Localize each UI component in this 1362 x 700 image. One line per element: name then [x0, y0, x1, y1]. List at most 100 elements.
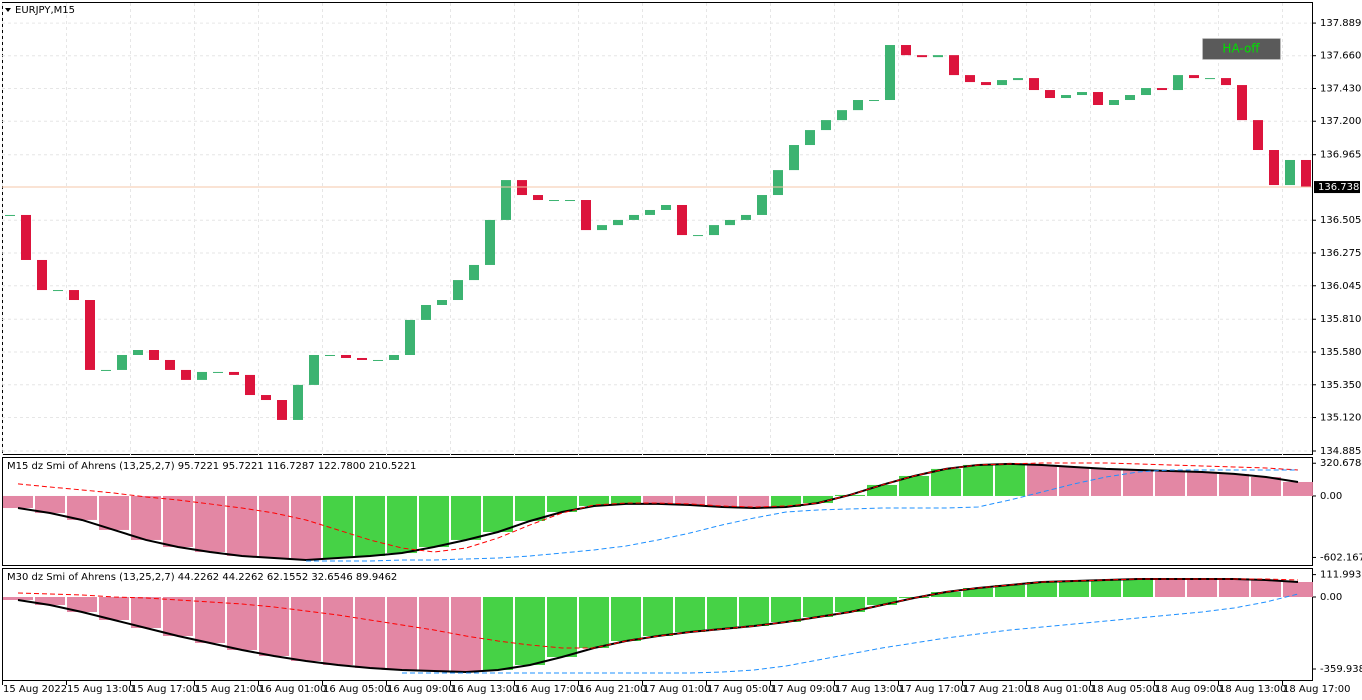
x-tick-label: 18 Aug 09:00: [1155, 684, 1222, 695]
y-tick-label: 137.430: [1320, 83, 1361, 94]
candle: [757, 195, 767, 215]
candle: [965, 75, 975, 83]
candle: [437, 300, 447, 305]
candle: [821, 120, 831, 131]
histogram-bar: [323, 597, 353, 665]
button-label[interactable]: HA-off: [1222, 42, 1260, 56]
candle: [981, 82, 991, 86]
histogram-bar: [867, 597, 897, 605]
candle: [1141, 88, 1151, 96]
candle: [741, 214, 751, 220]
histogram-bar: [355, 597, 385, 668]
x-tick-label: 16 Aug 05:00: [323, 684, 390, 695]
histogram-bar: [259, 597, 289, 656]
symbol-menu-arrow[interactable]: [5, 8, 11, 12]
candle: [421, 304, 431, 320]
candle: [1253, 120, 1263, 151]
histogram-bar: [1059, 581, 1089, 597]
histogram-bar: [1187, 579, 1217, 597]
histogram-bar: [579, 597, 609, 648]
candle: [389, 354, 399, 360]
histogram-bar: [1091, 468, 1121, 496]
candle: [533, 195, 543, 201]
current-price-label: 136.738: [1318, 182, 1359, 193]
indicator-pane: [2, 568, 1313, 681]
x-tick-label: 17 Aug 21:00: [963, 684, 1030, 695]
y-tick-label: 134.885: [1320, 446, 1361, 457]
candle: [309, 354, 319, 385]
y-tick-label: 137.889: [1320, 18, 1361, 29]
y-tick-label: 135.350: [1320, 380, 1361, 391]
y-tick-label: 320.6784: [1320, 458, 1362, 469]
candle: [469, 264, 479, 281]
candle: [1061, 95, 1071, 99]
candle: [165, 359, 175, 370]
y-tick-label: 111.9932: [1320, 570, 1362, 581]
candle: [597, 225, 607, 231]
y-tick-label: 136.965: [1320, 150, 1361, 161]
candle: [1077, 92, 1087, 96]
main-pane: [2, 2, 1313, 455]
y-tick-label: 136.275: [1320, 248, 1361, 259]
current-price-box: [1314, 181, 1360, 194]
histogram-bar: [291, 495, 321, 560]
candle: [773, 170, 783, 196]
histogram-bar: [1219, 579, 1249, 597]
histogram-bar: [867, 484, 897, 496]
x-tick-label: 17 Aug 05:00: [707, 684, 774, 695]
candle: [885, 45, 895, 101]
y-tick-label: 0.00: [1320, 592, 1342, 603]
candle: [1013, 78, 1023, 81]
candle: [325, 354, 335, 356]
x-tick-label: 18 Aug 17:00: [1283, 684, 1350, 695]
x-tick-label: 17 Aug 13:00: [835, 684, 902, 695]
candle: [1189, 75, 1199, 79]
candle: [405, 319, 415, 355]
candle: [613, 219, 623, 226]
histogram-bar: [1155, 579, 1185, 597]
candle: [485, 219, 495, 265]
indicator-pane: [2, 457, 1313, 566]
histogram-bar: [67, 597, 97, 612]
candle: [709, 225, 719, 236]
histogram-bar: [451, 495, 481, 540]
ha-button[interactable]: HA-off: [1202, 38, 1281, 60]
histogram-bar: [1027, 582, 1057, 597]
button-frame[interactable]: [1202, 38, 1281, 60]
y-tick-label: 135.120: [1320, 413, 1361, 424]
y-tick-label: 137.200: [1320, 116, 1361, 127]
histogram-bar: [195, 597, 225, 643]
x-tick-label: 15 Aug 13:00: [67, 684, 134, 695]
candle: [997, 80, 1007, 86]
histogram-bar: [963, 588, 993, 597]
histogram-bar: [611, 597, 641, 641]
histogram-bar: [1283, 582, 1313, 597]
candle: [21, 214, 31, 260]
candle: [357, 357, 367, 360]
histogram-bar: [1251, 580, 1281, 597]
x-tick-label: 16 Aug 17:00: [515, 684, 582, 695]
dashed-line: [17, 578, 1299, 649]
histogram-bar: [579, 495, 609, 506]
histogram-bar: [3, 597, 33, 600]
x-tick-label: 16 Aug 09:00: [387, 684, 454, 695]
y-tick-label: 137.660: [1320, 51, 1361, 62]
histogram-bar: [899, 475, 929, 496]
histogram-bar: [355, 495, 385, 556]
histogram-bar: [1251, 476, 1281, 496]
x-tick-label: 18 Aug 01:00: [1027, 684, 1094, 695]
histogram-bar: [515, 597, 545, 665]
candle: [5, 214, 15, 216]
histogram-bar: [931, 592, 961, 597]
candle: [933, 55, 943, 58]
candle: [1269, 150, 1279, 186]
histogram-bar: [1187, 471, 1217, 496]
candle: [1109, 100, 1119, 105]
candle: [1157, 88, 1167, 91]
histogram-bar: [291, 597, 321, 661]
histogram-bar: [3, 495, 33, 509]
candle: [69, 290, 79, 301]
candle: [1093, 92, 1103, 105]
histogram-bar: [99, 597, 129, 620]
